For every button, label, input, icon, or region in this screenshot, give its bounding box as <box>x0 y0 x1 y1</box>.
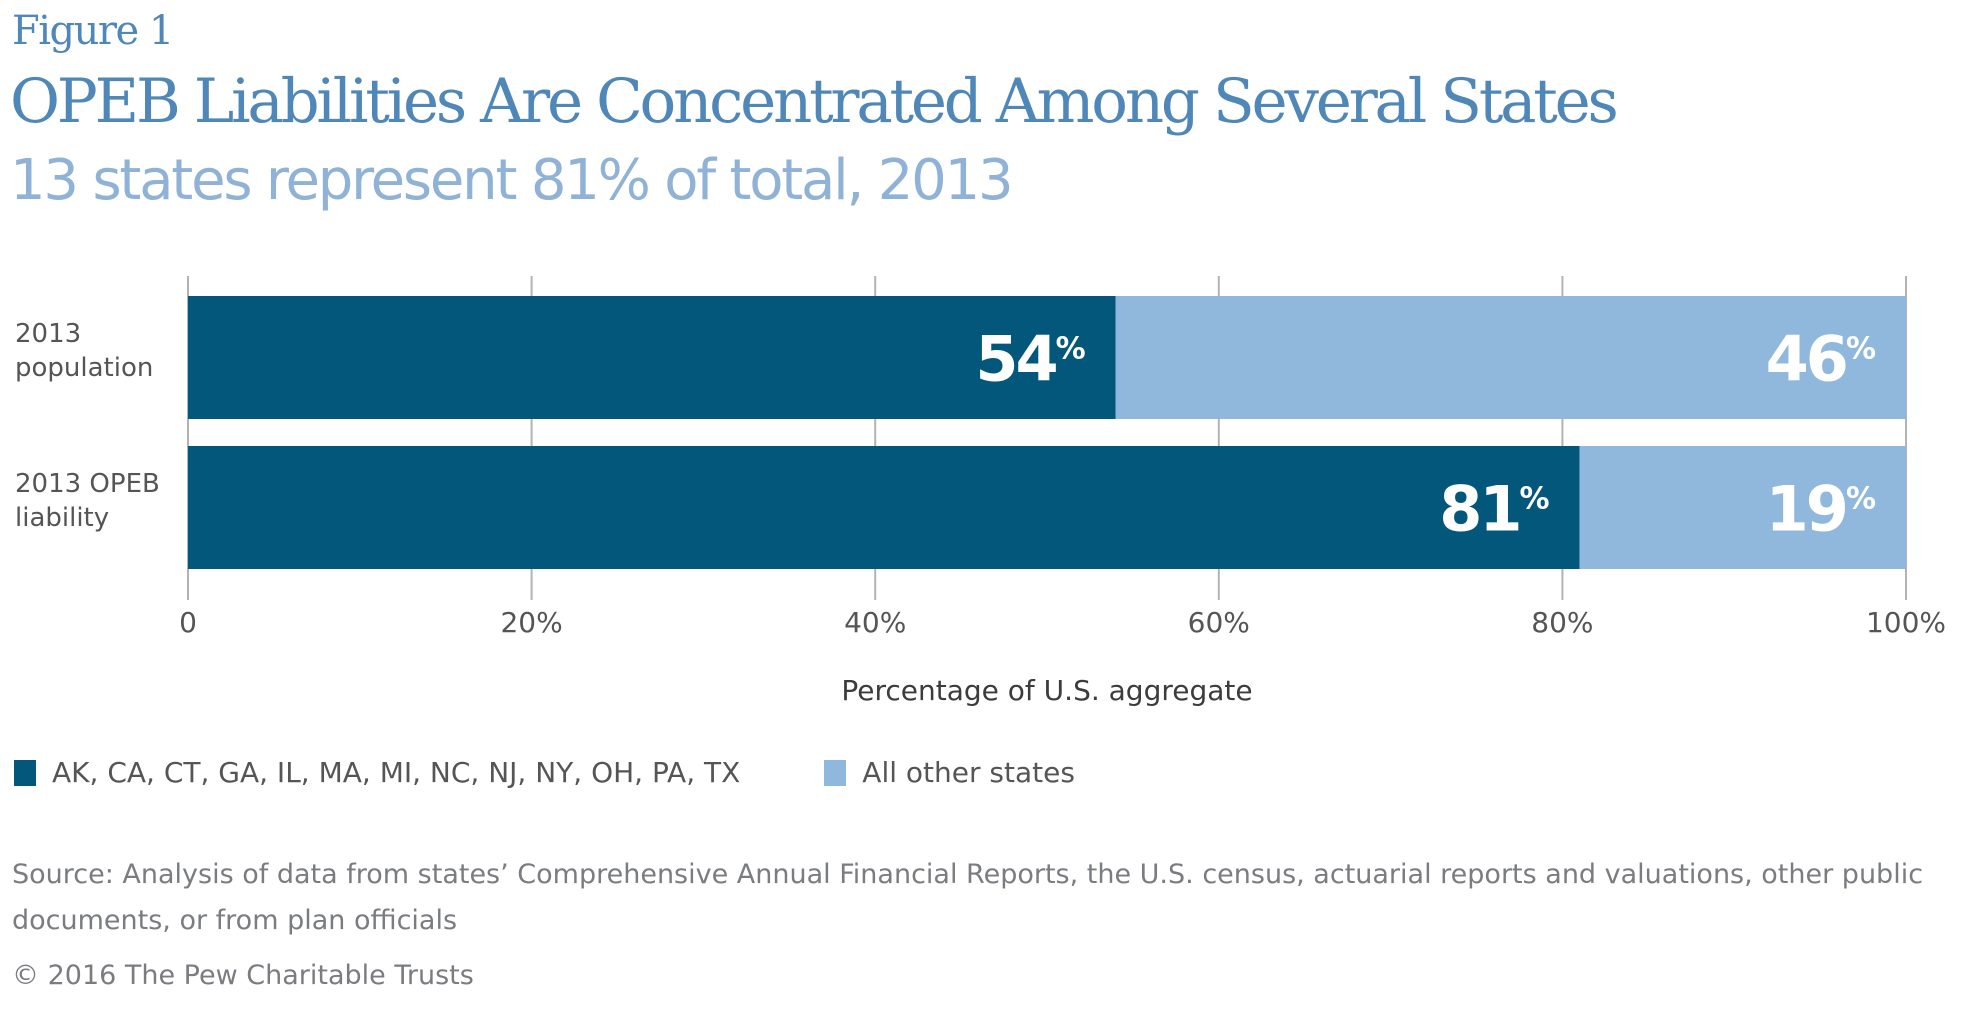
legend-item-13-states: AK, CA, CT, GA, IL, MA, MI, NC, NJ, NY, … <box>14 756 740 789</box>
legend-swatch-other-states <box>824 759 847 786</box>
legend-item-other-states: All other states <box>824 756 1075 789</box>
x-tick-label: 60% <box>1188 606 1250 639</box>
x-tick-label: 0 <box>179 606 197 639</box>
data-label: 81% <box>1439 473 1549 546</box>
data-label: 46% <box>1766 323 1876 396</box>
legend-swatch-13-states <box>14 759 36 786</box>
figure-label: Figure 1 <box>12 8 174 54</box>
x-axis-label: Percentage of U.S. aggregate <box>841 674 1252 707</box>
data-labels: 54% 46% 81% 19% <box>975 323 1876 546</box>
legend-label-other-states: All other states <box>862 756 1075 789</box>
legend: AK, CA, CT, GA, IL, MA, MI, NC, NJ, NY, … <box>14 756 1159 789</box>
bars <box>188 296 1906 569</box>
data-label: 19% <box>1766 473 1876 546</box>
data-label: 54% <box>975 323 1085 396</box>
bar-segment <box>1579 446 1906 569</box>
x-tick-label: 80% <box>1531 606 1593 639</box>
copyright: © 2016 The Pew Charitable Trusts <box>12 960 474 991</box>
chart-subtitle: 13 states represent 81% of total, 2013 <box>10 148 1014 213</box>
chart-title: OPEB Liabilities Are Concentrated Among … <box>10 66 1619 137</box>
legend-label-13-states: AK, CA, CT, GA, IL, MA, MI, NC, NJ, NY, … <box>52 756 741 789</box>
category-label: 2013 population <box>15 319 153 383</box>
category-labels: 2013 population 2013 OPEB liability <box>15 319 160 533</box>
x-tick-label: 40% <box>844 606 906 639</box>
bar-segment <box>188 296 1116 419</box>
source-note: Source: Analysis of data from states’ Co… <box>12 859 1924 936</box>
bar-segment <box>1115 296 1906 419</box>
bar-segment <box>188 446 1580 569</box>
x-tick-labels: 0 20% 40% 60% 80% 100% <box>179 606 1946 639</box>
x-tick-label: 100% <box>1866 606 1946 639</box>
category-label: 2013 OPEB liability <box>15 469 160 533</box>
x-tick-label: 20% <box>500 606 562 639</box>
